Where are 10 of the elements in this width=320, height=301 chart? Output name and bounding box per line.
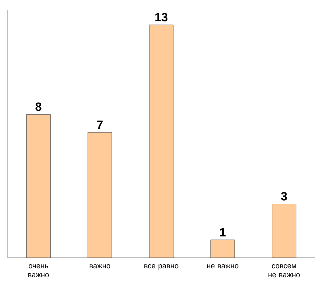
data-label: 3	[281, 192, 288, 201]
bar	[149, 24, 174, 258]
data-label: 7	[97, 120, 103, 130]
bar	[210, 240, 236, 258]
data-label: 13	[156, 13, 168, 22]
data-label: 8	[36, 102, 42, 112]
bar	[26, 114, 51, 258]
bar	[88, 132, 112, 258]
bar	[272, 204, 297, 258]
data-label: 1	[220, 228, 226, 237]
